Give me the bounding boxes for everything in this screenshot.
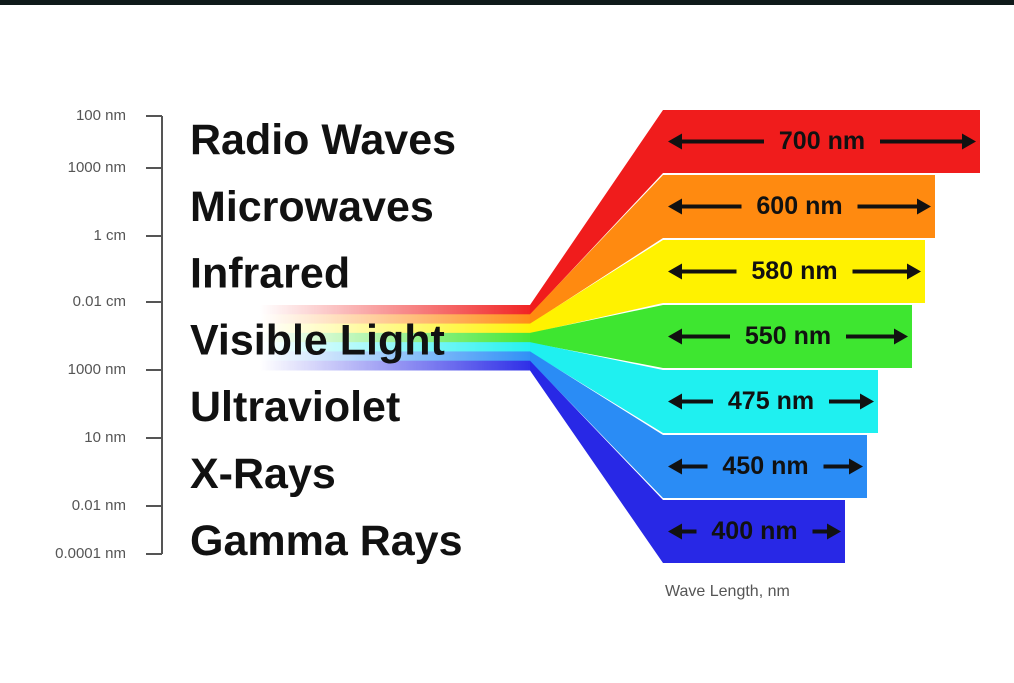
arrow-head [668, 133, 682, 150]
band-label: 450 nm [722, 452, 808, 480]
arrow-head [668, 263, 682, 280]
spectrum-band [530, 240, 925, 334]
category-label: Microwaves [190, 183, 434, 231]
glow-stripe [260, 305, 535, 315]
glow-stripe [260, 360, 535, 371]
scale-label: 0.01 nm [72, 497, 126, 514]
visible-glow [260, 305, 535, 371]
scale-label: 0.0001 nm [55, 545, 126, 562]
spectrum-band [530, 351, 867, 498]
scale-label: 1000 nm [68, 159, 126, 176]
arrow-head [668, 458, 682, 475]
arrow-head [827, 523, 841, 540]
arrow-head [849, 458, 863, 475]
arrow-head [917, 198, 931, 215]
scale-label: 100 nm [76, 107, 126, 124]
spectrum-band [530, 110, 980, 315]
category-label: Radio Waves [190, 116, 456, 164]
spectrum-band [530, 342, 878, 433]
spectrum-band [530, 360, 845, 563]
glow-stripe [260, 332, 535, 343]
category-label: X-Rays [190, 450, 336, 498]
arrow-head [668, 393, 682, 410]
glow-stripe [260, 314, 535, 325]
category-label: Gamma Rays [190, 517, 463, 565]
scale-label: 1 cm [93, 227, 126, 244]
glow-stripe [260, 342, 535, 352]
band-label: 550 nm [745, 322, 831, 350]
top-bar [0, 0, 1014, 5]
spectrum-band [530, 175, 935, 325]
category-label: Infrared [190, 250, 350, 298]
arrow-head [668, 328, 682, 345]
arrow-head [860, 393, 874, 410]
axis-caption: Wave Length, nm [665, 583, 790, 600]
category-label: Ultraviolet [190, 383, 400, 431]
band-label: 475 nm [728, 387, 814, 415]
scale-label: 10 nm [84, 429, 126, 446]
glow-stripe [260, 323, 535, 334]
scale-label: 1000 nm [68, 361, 126, 378]
arrow-head [668, 198, 682, 215]
arrow-head [907, 263, 921, 280]
scale-label: 0.01 cm [73, 293, 126, 310]
band-label: 580 nm [751, 257, 837, 285]
band-label: 700 nm [779, 127, 865, 155]
category-label: Visible Light [190, 316, 445, 364]
arrow-head [894, 328, 908, 345]
band-label: 600 nm [756, 192, 842, 220]
glow-stripe [260, 351, 535, 362]
arrow-head [668, 523, 682, 540]
arrow-head [962, 133, 976, 150]
band-label: 400 nm [711, 517, 797, 545]
